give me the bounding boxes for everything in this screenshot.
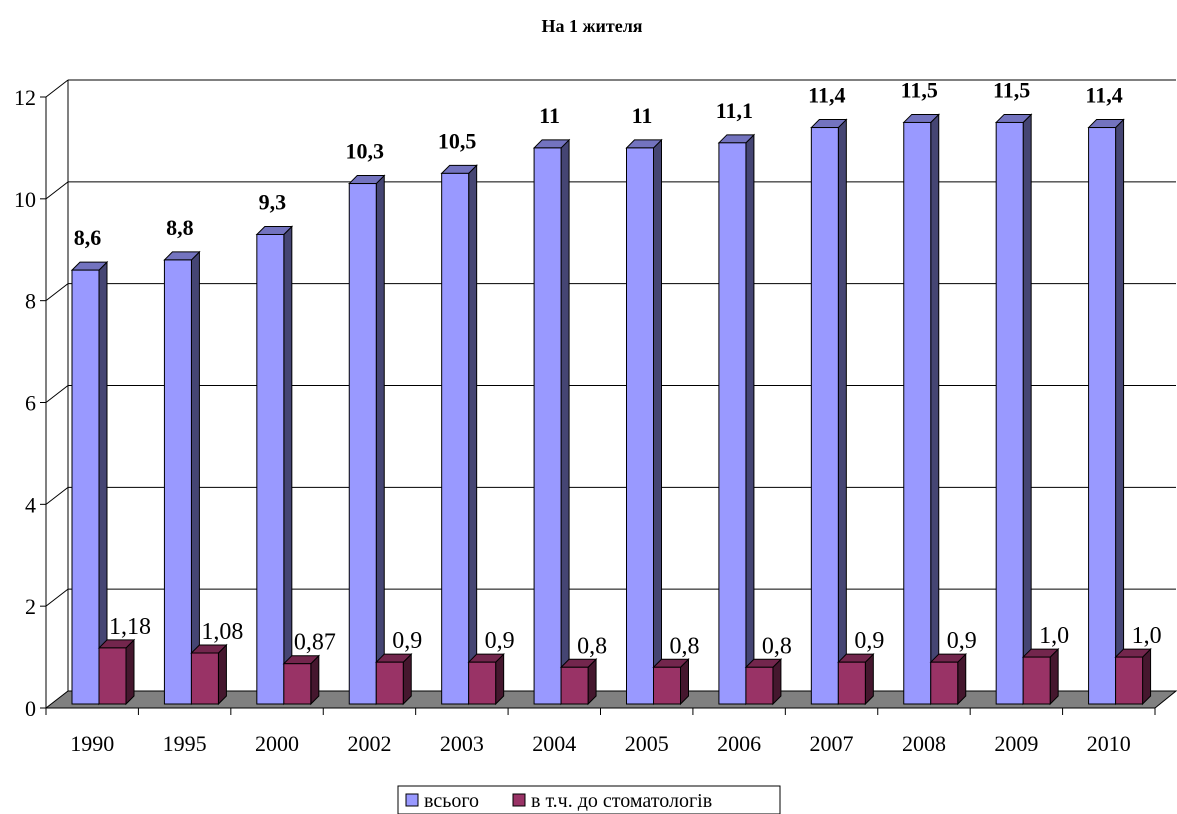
data-label-total: 11,5 — [993, 77, 1030, 102]
legend-swatch-total — [405, 793, 419, 807]
bar-total-side — [1022, 113, 1032, 706]
y-tick-label: 12 — [14, 85, 36, 110]
bar-dentist — [653, 666, 681, 705]
gridline-side — [45, 283, 69, 302]
data-label-total: 11,5 — [901, 77, 938, 102]
data-label-dentist: 1,0 — [1039, 623, 1069, 649]
data-label-dentist: 0,9 — [947, 628, 977, 654]
bar-total — [348, 183, 377, 705]
bar-total-side — [98, 260, 108, 706]
bar-dentist — [560, 666, 589, 705]
bar-dentist — [283, 663, 312, 705]
data-label-dentist: 1,0 — [1132, 623, 1162, 649]
legend: всього в т.ч. до стоматологів — [397, 785, 781, 814]
bar-dentist — [1022, 656, 1051, 705]
gridline-side — [45, 385, 69, 403]
gridline-side — [45, 588, 69, 607]
data-label-dentist: 0,9 — [854, 628, 884, 654]
bar-total-side — [930, 113, 940, 706]
bar-dentist — [468, 661, 497, 705]
data-label-total: 11 — [539, 103, 560, 128]
gridline-side — [45, 486, 69, 505]
bar-total-side — [837, 118, 847, 706]
bar-total — [810, 127, 839, 705]
gridline-side — [45, 181, 69, 200]
bar-dentist — [745, 666, 774, 705]
bar-dentist-side — [1142, 647, 1152, 706]
x-tick-label: 2008 — [902, 731, 946, 756]
data-label-dentist: 1,08 — [201, 619, 243, 645]
data-label-total: 11 — [632, 103, 653, 128]
data-label-total: 11,4 — [808, 83, 845, 108]
data-label-total: 8,8 — [166, 215, 194, 240]
bar-total — [626, 147, 654, 705]
data-label-dentist: 0,9 — [392, 628, 422, 654]
bar-total — [1088, 127, 1117, 705]
bar-total — [71, 269, 100, 705]
data-label-dentist: 1,18 — [109, 614, 151, 640]
x-tick-label: 2002 — [347, 731, 391, 756]
plot-area: 0 2 4 6 8 10 12 1990 1995 2000 2002 2003 2004 2005 200… — [14, 77, 1177, 756]
x-tick-label: 2009 — [994, 731, 1038, 756]
data-label-dentist: 0,8 — [762, 633, 792, 659]
data-label-total: 8,6 — [74, 225, 102, 250]
legend-label-dentist: в т.ч. до стоматологів — [531, 790, 712, 812]
y-tick-label: 0 — [25, 696, 36, 721]
bar-dentist — [1115, 656, 1144, 705]
data-label-total: 10,5 — [438, 128, 477, 153]
bar-total-side — [560, 138, 570, 706]
data-label-dentist: 0,87 — [294, 630, 336, 656]
bar-dentist — [375, 661, 404, 705]
bar-dentist — [930, 661, 959, 705]
x-tick-label: 1995 — [163, 731, 207, 756]
bar-total-side — [375, 174, 385, 706]
legend-label-total: всього — [424, 790, 479, 812]
bar-total — [533, 147, 562, 705]
bar-dentist-side — [217, 643, 227, 706]
bar-total — [441, 172, 470, 705]
bar-total — [163, 259, 192, 705]
bar-total-side — [283, 225, 293, 706]
bar-total — [995, 121, 1024, 705]
data-label-total: 9,3 — [259, 189, 287, 214]
y-tick-label: 10 — [14, 187, 36, 212]
x-tick-label: 2004 — [532, 731, 576, 756]
bar-total — [256, 233, 285, 705]
bar-dentist-side — [125, 638, 135, 706]
x-tick-label: 2005 — [625, 731, 669, 756]
data-label-dentist: 0,8 — [577, 633, 607, 659]
data-label-dentist: 0,9 — [485, 628, 515, 654]
y-tick-label: 8 — [25, 289, 36, 314]
bar-total-side — [745, 133, 755, 706]
y-tick-label: 4 — [25, 492, 36, 517]
data-label-total: 10,3 — [346, 139, 385, 164]
x-tick-label: 2007 — [810, 731, 854, 756]
x-tick-label: 2010 — [1087, 731, 1131, 756]
chart-title: На 1 жителя — [541, 16, 642, 36]
bar-total — [903, 121, 932, 705]
legend-box — [397, 785, 781, 814]
bar-total-side — [653, 138, 662, 706]
bar-dentist — [98, 647, 127, 705]
y-tick-label: 6 — [25, 391, 36, 416]
x-tick-label: 1990 — [70, 731, 114, 756]
legend-swatch-dentist — [512, 793, 526, 807]
bar-total — [718, 142, 747, 705]
data-label-dentist: 0,8 — [670, 633, 700, 659]
data-label-total: 11,1 — [716, 98, 753, 123]
bar-dentist — [190, 652, 219, 705]
gridline-side — [45, 79, 69, 98]
bar-total-side — [1115, 118, 1125, 706]
bar-dentist — [837, 661, 866, 705]
bar-total-side — [190, 250, 200, 706]
bar-total-side — [468, 164, 478, 706]
x-tick-label: 2006 — [717, 731, 761, 756]
y-tick-label: 2 — [25, 594, 36, 619]
x-tick-label: 2000 — [255, 731, 299, 756]
x-tick-label: 2003 — [440, 731, 484, 756]
data-label-total: 11,4 — [1085, 83, 1122, 108]
bar-dentist-side — [1049, 647, 1059, 706]
